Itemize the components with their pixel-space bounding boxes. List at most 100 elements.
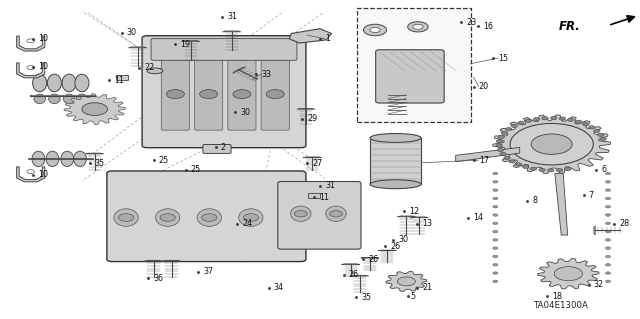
Circle shape xyxy=(605,214,611,216)
Text: 24: 24 xyxy=(242,219,252,228)
Polygon shape xyxy=(397,216,415,217)
Polygon shape xyxy=(456,147,520,162)
Text: 16: 16 xyxy=(483,22,493,31)
Ellipse shape xyxy=(239,209,263,226)
FancyBboxPatch shape xyxy=(142,36,306,148)
FancyBboxPatch shape xyxy=(195,58,223,130)
Circle shape xyxy=(493,214,498,216)
Circle shape xyxy=(539,168,545,172)
Ellipse shape xyxy=(197,209,221,226)
Circle shape xyxy=(533,118,540,121)
Text: 14: 14 xyxy=(474,213,484,222)
Text: 17: 17 xyxy=(479,156,489,165)
Text: 35: 35 xyxy=(95,159,105,168)
FancyBboxPatch shape xyxy=(228,58,256,130)
Bar xyxy=(308,193,320,198)
Circle shape xyxy=(547,169,554,172)
Text: 22: 22 xyxy=(144,63,154,72)
Ellipse shape xyxy=(32,151,45,167)
Polygon shape xyxy=(538,258,599,289)
Ellipse shape xyxy=(49,94,60,104)
Circle shape xyxy=(413,24,423,29)
Circle shape xyxy=(504,156,510,160)
Polygon shape xyxy=(129,47,147,48)
Circle shape xyxy=(408,22,428,32)
Circle shape xyxy=(605,272,611,274)
Circle shape xyxy=(27,66,35,70)
Text: 1: 1 xyxy=(325,34,330,43)
Circle shape xyxy=(493,272,498,274)
Circle shape xyxy=(605,230,611,233)
Circle shape xyxy=(160,214,175,221)
Circle shape xyxy=(330,211,342,217)
Text: 13: 13 xyxy=(422,219,433,228)
Ellipse shape xyxy=(326,206,346,221)
Circle shape xyxy=(605,255,611,258)
Text: 29: 29 xyxy=(307,114,317,123)
Circle shape xyxy=(118,214,134,221)
Text: 36: 36 xyxy=(154,274,164,283)
Circle shape xyxy=(605,181,611,183)
Polygon shape xyxy=(64,94,125,124)
Circle shape xyxy=(493,230,498,233)
Circle shape xyxy=(364,24,387,36)
Text: 31: 31 xyxy=(325,181,335,190)
Circle shape xyxy=(166,90,184,99)
Polygon shape xyxy=(163,260,180,261)
Circle shape xyxy=(605,263,611,266)
Ellipse shape xyxy=(370,180,421,189)
Text: 35: 35 xyxy=(362,293,372,302)
FancyBboxPatch shape xyxy=(151,39,297,60)
Circle shape xyxy=(493,255,498,258)
Text: 15: 15 xyxy=(498,54,508,63)
Circle shape xyxy=(605,222,611,225)
Ellipse shape xyxy=(291,206,311,221)
Ellipse shape xyxy=(156,209,180,226)
Ellipse shape xyxy=(47,74,61,92)
Circle shape xyxy=(605,205,611,208)
Text: 32: 32 xyxy=(594,280,604,289)
Ellipse shape xyxy=(34,94,45,104)
Text: 30: 30 xyxy=(127,28,137,37)
Circle shape xyxy=(497,140,503,143)
Circle shape xyxy=(598,133,604,137)
Circle shape xyxy=(518,122,524,125)
FancyBboxPatch shape xyxy=(161,58,189,130)
Circle shape xyxy=(589,126,595,129)
Text: 28: 28 xyxy=(620,219,630,228)
Text: 30: 30 xyxy=(240,108,250,117)
Circle shape xyxy=(202,214,217,221)
FancyBboxPatch shape xyxy=(203,145,231,153)
Circle shape xyxy=(397,277,415,286)
Polygon shape xyxy=(297,108,315,109)
Text: 20: 20 xyxy=(479,82,489,91)
Circle shape xyxy=(509,160,515,163)
Ellipse shape xyxy=(75,74,89,92)
Text: 26: 26 xyxy=(368,255,378,263)
Polygon shape xyxy=(17,63,45,78)
Circle shape xyxy=(370,27,380,33)
FancyBboxPatch shape xyxy=(107,171,306,262)
Text: 12: 12 xyxy=(410,207,420,216)
Text: 11: 11 xyxy=(114,76,124,85)
Text: 26: 26 xyxy=(349,271,359,279)
Text: 10: 10 xyxy=(38,63,49,71)
Circle shape xyxy=(27,39,35,43)
Circle shape xyxy=(506,128,512,131)
Polygon shape xyxy=(223,31,241,32)
Text: 7: 7 xyxy=(589,191,594,200)
Polygon shape xyxy=(289,29,332,43)
Circle shape xyxy=(556,168,563,172)
Text: 5: 5 xyxy=(410,292,415,300)
Circle shape xyxy=(493,280,498,283)
Text: 37: 37 xyxy=(204,267,214,276)
Polygon shape xyxy=(386,271,427,292)
Polygon shape xyxy=(145,260,163,261)
Polygon shape xyxy=(555,174,568,235)
Text: 31: 31 xyxy=(227,12,237,21)
Circle shape xyxy=(498,135,504,138)
Circle shape xyxy=(522,165,529,168)
Polygon shape xyxy=(17,167,45,182)
Ellipse shape xyxy=(61,151,74,167)
Circle shape xyxy=(568,118,574,122)
